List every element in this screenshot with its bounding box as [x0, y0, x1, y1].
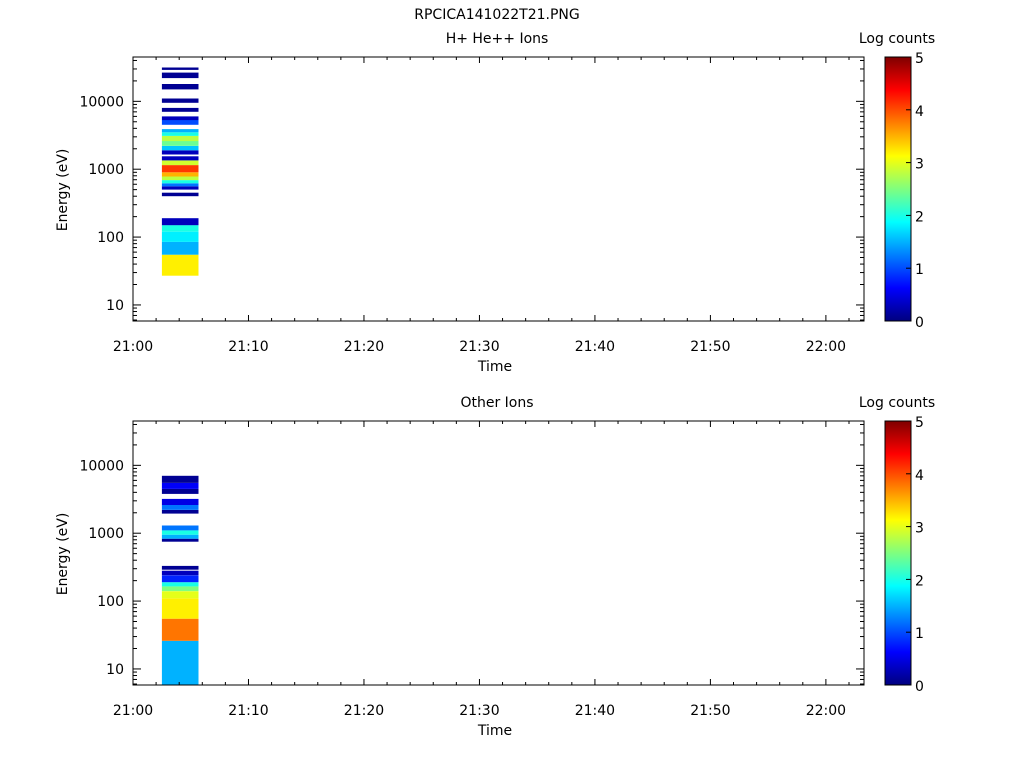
colorbar-tick-label: 2 — [915, 209, 924, 225]
plot-frame — [132, 56, 865, 322]
panel-h-he-ions: H+ He++ Ions Energy (eV) Time Log counts… — [55, 31, 935, 375]
spectrogram-cell — [161, 107, 199, 112]
spectrogram-cell — [161, 598, 199, 619]
x-tick-label: 21:00 — [113, 703, 153, 719]
colorbar — [884, 420, 912, 686]
x-tick-label: 21:40 — [575, 339, 615, 355]
colorbar-tick-label: 1 — [915, 626, 924, 642]
spectrogram-cell — [161, 241, 199, 255]
colorbar — [884, 56, 912, 322]
spectrogram-cell — [161, 120, 199, 125]
x-tick-label: 21:50 — [690, 703, 730, 719]
x-tick-label: 21:10 — [228, 703, 268, 719]
y-tick-label: 100 — [97, 594, 124, 610]
spectrogram-cell — [161, 180, 199, 184]
x-tick-label: 21:20 — [344, 339, 384, 355]
x-tick-label: 21:20 — [344, 703, 384, 719]
spectrogram-cell — [161, 192, 199, 197]
spectrogram-cell — [161, 475, 199, 483]
spectrogram-cell — [161, 225, 199, 232]
spectrogram-cell — [161, 510, 199, 514]
y-axis-label: Energy (eV) — [55, 149, 71, 232]
y-axis-label: Energy (eV) — [55, 513, 71, 596]
spectrogram-cell — [161, 565, 199, 570]
panel-other-ions: Other Ions Energy (eV) Time Log counts 2… — [55, 395, 935, 739]
spectrogram-cell — [161, 231, 199, 242]
colorbar-tick-label: 1 — [915, 262, 924, 278]
x-tick-label: 21:30 — [459, 703, 499, 719]
y-tick-label: 10000 — [79, 94, 124, 110]
panel-title: Other Ions — [460, 395, 533, 411]
spectrogram-cell — [161, 586, 199, 592]
colorbar-label: Log counts — [859, 31, 935, 47]
colorbar-tick-label: 4 — [915, 468, 924, 484]
colorbar-tick-label: 2 — [915, 573, 924, 589]
spectrogram-cell — [161, 186, 199, 190]
spectrogram-cell — [161, 183, 199, 187]
spectrogram-cell — [161, 640, 199, 685]
spectrogram-cell — [161, 132, 199, 136]
plot-frame — [132, 420, 865, 686]
spectrogram-cell — [161, 176, 199, 181]
spectrogram-cell — [161, 498, 199, 505]
spectrogram-cell — [161, 618, 199, 641]
spectrogram-cell — [161, 72, 199, 79]
spectrogram-cell — [161, 530, 199, 535]
spectrogram-cell — [161, 218, 199, 226]
spectrogram-cell — [161, 172, 199, 177]
spectrogram-cell — [161, 98, 199, 103]
x-tick-label: 21:00 — [113, 339, 153, 355]
spectrogram-cell — [161, 538, 199, 542]
y-tick-label: 1000 — [88, 526, 124, 542]
colorbar-tick-label: 0 — [915, 315, 924, 331]
y-tick-label: 10000 — [79, 458, 124, 474]
y-tick-label: 10 — [106, 298, 124, 314]
spectrogram-cell — [161, 84, 199, 90]
spectrogram-cell — [161, 146, 199, 151]
spectrogram-cell — [161, 575, 199, 583]
x-tick-label: 22:00 — [806, 339, 846, 355]
panel-title: H+ He++ Ions — [446, 31, 549, 47]
spectrogram-cell — [161, 591, 199, 599]
colorbar-label: Log counts — [859, 395, 935, 411]
x-tick-label: 21:40 — [575, 703, 615, 719]
x-tick-label: 21:50 — [690, 339, 730, 355]
spectrogram-cell — [161, 582, 199, 587]
colorbar-tick-label: 5 — [915, 415, 924, 431]
spectrogram-cell — [161, 483, 199, 489]
colorbar-tick-label: 5 — [915, 51, 924, 67]
figure-title: RPCICA141022T21.PNG — [414, 7, 579, 23]
spectrogram-cell — [161, 129, 199, 133]
spectrogram-cell — [161, 525, 199, 531]
spectrogram-cell — [161, 156, 199, 161]
spectrogram-cell — [161, 160, 199, 166]
spectrogram-cell — [161, 534, 199, 539]
x-tick-label: 22:00 — [806, 703, 846, 719]
x-tick-label: 21:10 — [228, 339, 268, 355]
y-tick-label: 100 — [97, 230, 124, 246]
x-axis-label: Time — [477, 723, 512, 739]
x-tick-label: 21:30 — [459, 339, 499, 355]
spectrogram-cell — [161, 488, 199, 494]
spectrogram-cell — [161, 570, 199, 576]
colorbar-tick-label: 3 — [915, 157, 924, 173]
y-tick-label: 1000 — [88, 162, 124, 178]
y-tick-label: 10 — [106, 662, 124, 678]
colorbar-tick-label: 3 — [915, 521, 924, 537]
spectrogram-cell — [161, 254, 199, 276]
spectrogram-cell — [161, 165, 199, 173]
spectrogram-cell — [161, 141, 199, 146]
spectrogram-cell — [161, 150, 199, 155]
colorbar-tick-label: 4 — [915, 104, 924, 120]
spectrogram-cell — [161, 135, 199, 142]
spectrogram-cell — [161, 67, 199, 70]
spectrogram-cell — [161, 116, 199, 121]
spectrogram-cell — [161, 505, 199, 510]
x-axis-label: Time — [477, 359, 512, 375]
colorbar-tick-label: 0 — [915, 679, 924, 695]
